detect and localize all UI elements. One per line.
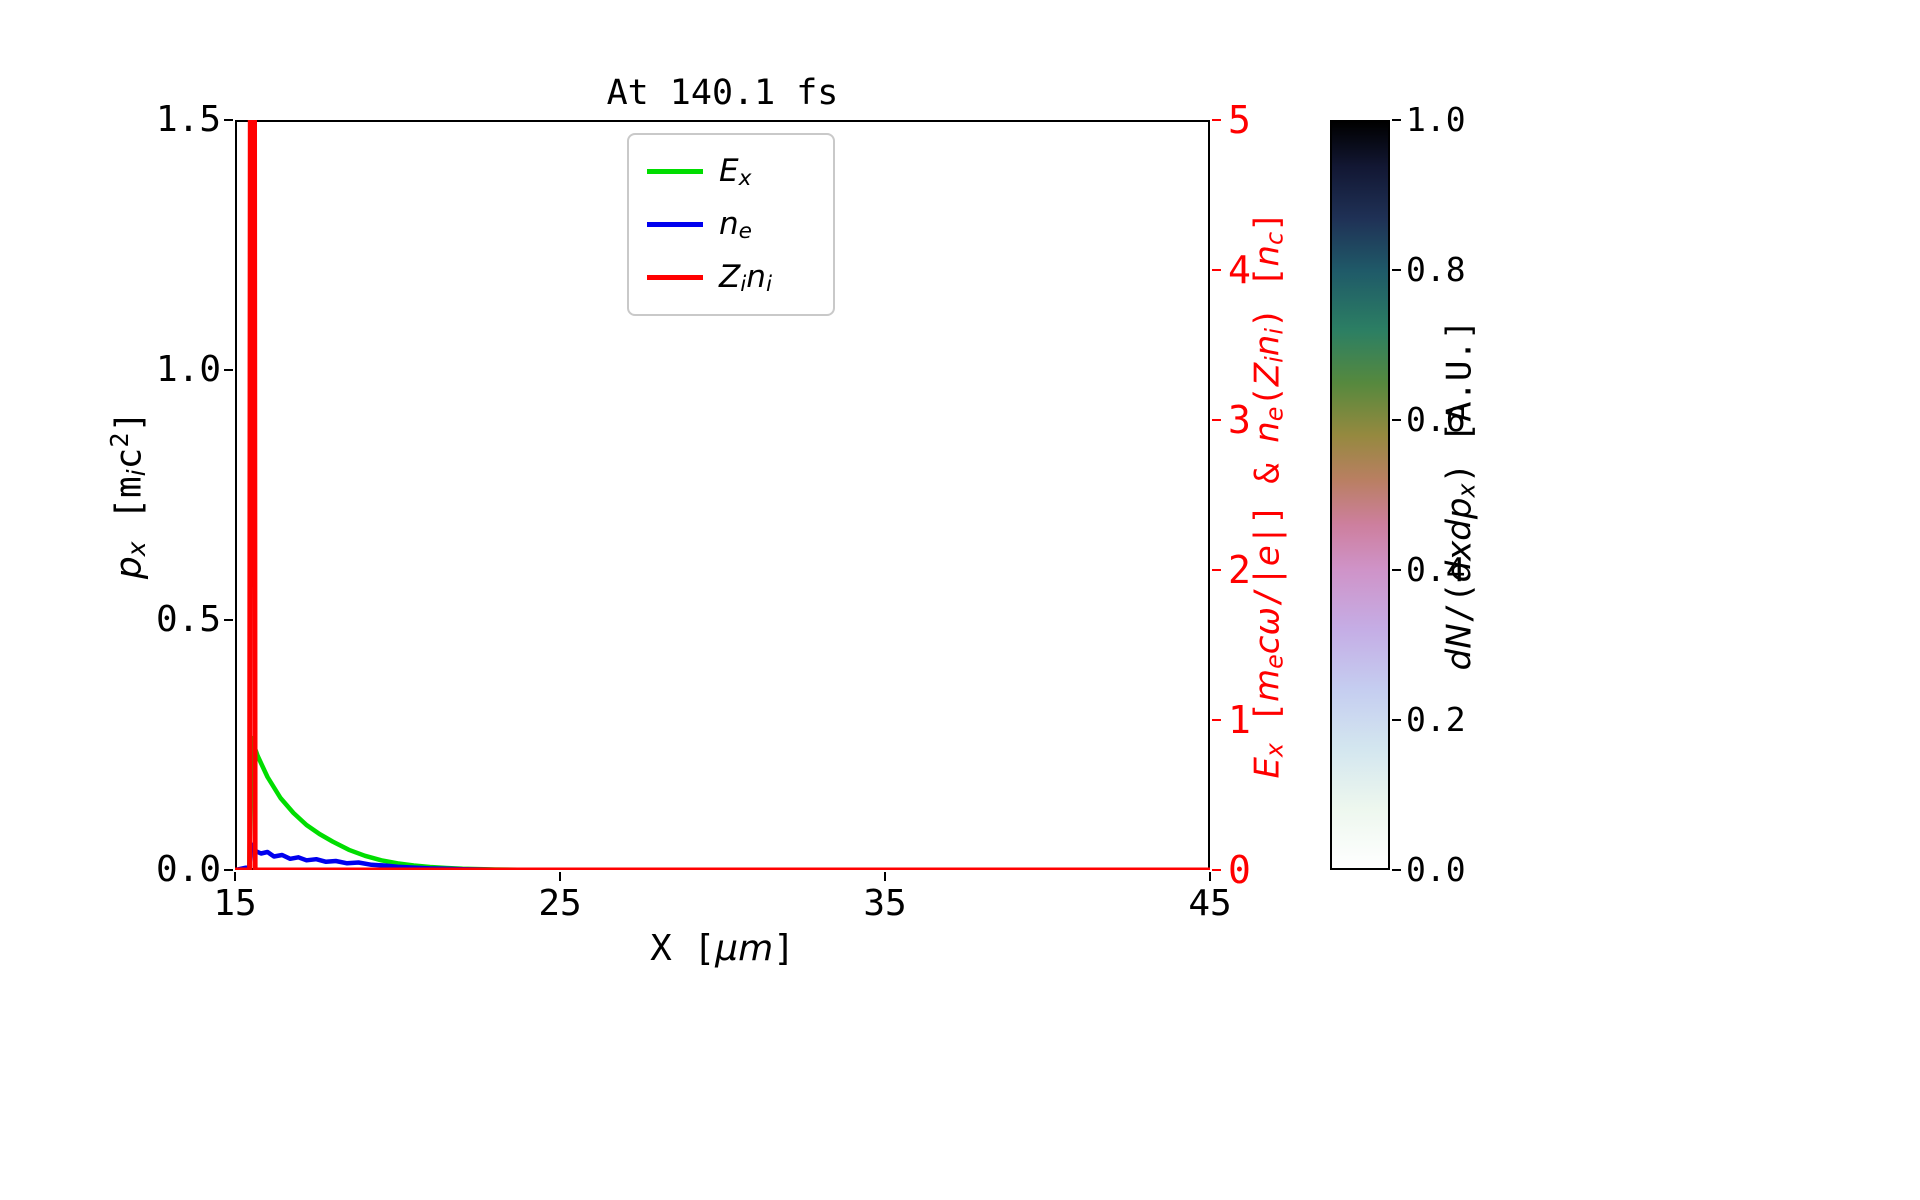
legend-line-ex: [647, 169, 703, 174]
y-right-tick-label: 5: [1228, 98, 1251, 142]
series-ne: [235, 842, 1210, 870]
colorbar-tick-mark: [1392, 719, 1401, 721]
y-right-tick-label: 0: [1228, 848, 1251, 892]
y-right-tick-mark: [1212, 569, 1221, 571]
colorbar-tick-label: 0.2: [1406, 700, 1466, 739]
legend-line-zini: [647, 275, 703, 280]
legend-label-ex: Ex: [719, 152, 752, 191]
colorbar-tick-label: 0.0: [1406, 850, 1466, 889]
plot-title: At 140.1 fs: [606, 73, 839, 113]
colorbar-tick-label: 0.6: [1406, 400, 1466, 439]
y-axis-label-left: px [mic2]: [105, 410, 151, 580]
x-tick-mark: [884, 872, 886, 881]
legend-item-ex: Ex: [647, 145, 815, 198]
x-axis-label: X [μm]: [650, 928, 795, 969]
y-left-tick-mark: [224, 619, 233, 621]
colorbar-tick-mark: [1392, 269, 1401, 271]
y-right-tick-label: 1: [1228, 698, 1251, 742]
x-tick-mark: [234, 872, 236, 881]
x-tick-label: 45: [1188, 883, 1232, 924]
legend-label-ne: ne: [719, 205, 752, 244]
y-right-tick-mark: [1212, 419, 1221, 421]
y-right-tick-mark: [1212, 719, 1221, 721]
x-tick-label: 35: [863, 883, 907, 924]
legend-line-ne: [647, 222, 703, 227]
colorbar-tick-mark: [1392, 569, 1401, 571]
y-right-tick-mark: [1212, 869, 1221, 871]
y-left-tick-label: 0.0: [155, 849, 221, 890]
colorbar: [1330, 120, 1390, 870]
x-tick-label: 15: [213, 883, 257, 924]
plot-curves: [235, 120, 1210, 870]
y-left-tick-label: 1.5: [155, 99, 221, 140]
x-tick-mark: [559, 872, 561, 881]
y-right-tick-mark: [1212, 269, 1221, 271]
y-left-tick-mark: [224, 369, 233, 371]
y-left-tick-mark: [224, 119, 233, 121]
y-right-tick-mark: [1212, 119, 1221, 121]
y-left-tick-label: 1.0: [155, 349, 221, 390]
legend-item-zini: Zini: [647, 251, 815, 304]
colorbar-tick-label: 1.0: [1406, 100, 1466, 139]
y-right-tick-label: 2: [1228, 548, 1251, 592]
y-right-tick-label: 4: [1228, 248, 1251, 292]
colorbar-tick-mark: [1392, 419, 1401, 421]
x-tick-label: 25: [538, 883, 582, 924]
y-left-tick-label: 0.5: [155, 599, 221, 640]
colorbar-tick-mark: [1392, 119, 1401, 121]
colorbar-label: dN/(dxdpx) [A.U.]: [1439, 319, 1481, 671]
series-ex: [235, 735, 1210, 870]
legend-item-ne: ne: [647, 198, 815, 251]
y-left-tick-mark: [224, 869, 233, 871]
legend-label-zini: Zini: [719, 258, 772, 297]
colorbar-tick-label: 0.8: [1406, 250, 1466, 289]
legend: Ex ne Zini: [627, 133, 835, 316]
y-axis-label-right: Ex [mecω/|e|] & ne(Zini) [nc]: [1247, 211, 1289, 779]
colorbar-tick-label: 0.4: [1406, 550, 1466, 589]
colorbar-tick-mark: [1392, 869, 1401, 871]
y-right-tick-label: 3: [1228, 398, 1251, 442]
x-tick-mark: [1209, 872, 1211, 881]
